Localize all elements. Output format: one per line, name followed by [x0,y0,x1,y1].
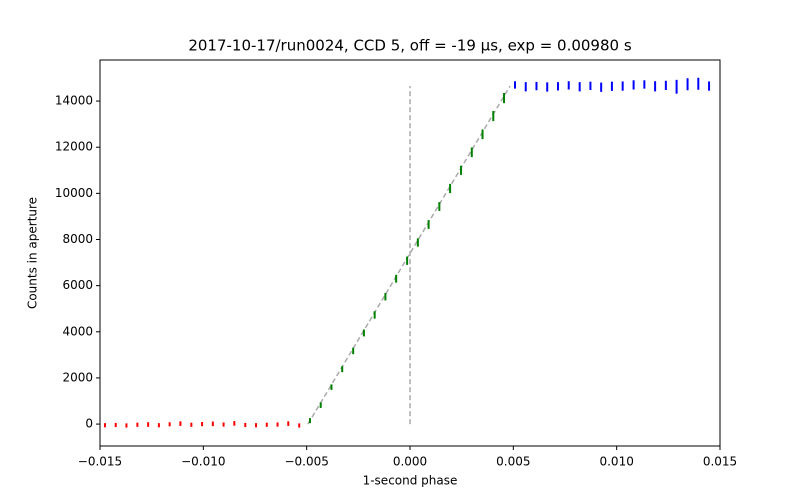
y-tick-label: 10000 [55,186,93,200]
chart-title: 2017-10-17/run0024, CCD 5, off = -19 μs,… [188,37,632,55]
x-tick-label: −0.010 [181,455,225,469]
y-tick-label: 12000 [55,140,93,154]
x-axis-label: 1-second phase [363,474,458,488]
y-tick-label: 8000 [62,232,93,246]
y-tick-label: 6000 [62,278,93,292]
y-tick-label: 14000 [55,94,93,108]
y-axis-label: Counts in aperture [26,197,40,309]
plot-frame [99,59,721,447]
x-tick-label: −0.015 [78,455,122,469]
x-tick-label: −0.005 [284,455,328,469]
x-tick-label: 0.015 [703,455,737,469]
x-tick-label: 0.010 [599,455,633,469]
x-tick-label: 0.005 [496,455,530,469]
y-tick-label: 2000 [62,370,93,384]
x-tick-label: 0.000 [393,455,427,469]
y-tick-label: 0 [85,417,93,431]
fit-line [307,85,511,425]
y-tick-label: 4000 [62,324,93,338]
